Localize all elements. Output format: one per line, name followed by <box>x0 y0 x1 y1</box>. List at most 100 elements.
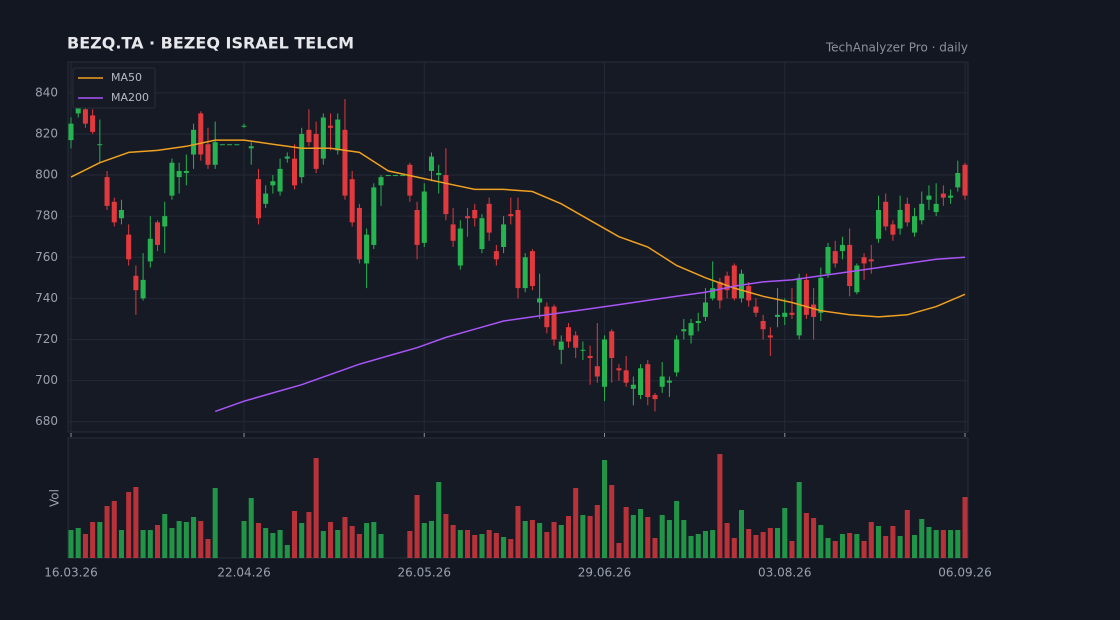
volume-bar <box>212 488 218 558</box>
candle-body <box>313 133 319 169</box>
chart-title: BEZQ.TA · BEZEQ ISRAEL TELCM <box>67 34 354 53</box>
volume-bar <box>191 517 197 558</box>
volume-bar <box>421 523 427 558</box>
volume-bar <box>587 516 593 558</box>
volume-bar <box>767 528 773 558</box>
candle-body <box>537 298 543 303</box>
volume-bar <box>738 510 745 558</box>
volume-bar <box>183 522 189 558</box>
volume-bar <box>580 515 586 558</box>
volume-bar <box>162 514 168 558</box>
candle-body <box>198 113 204 155</box>
candle-body <box>457 228 463 266</box>
volume-bar <box>284 545 290 558</box>
volume-bar <box>378 534 384 558</box>
volume-bar <box>623 507 629 558</box>
volume-bar <box>299 523 305 558</box>
candle-body <box>609 331 615 358</box>
candle-body <box>118 210 124 219</box>
y-tick-label: 800 <box>35 168 58 182</box>
volume-bar <box>472 535 478 558</box>
x-tick-label: 22.04.26 <box>217 566 270 580</box>
volume-bar <box>724 523 730 558</box>
volume-bar <box>868 522 874 558</box>
volume-bar <box>616 543 622 558</box>
candle-body <box>674 339 680 373</box>
volume-bar <box>205 539 211 558</box>
volume-bar <box>962 497 968 558</box>
volume-bar <box>904 510 910 558</box>
candle-body <box>90 115 96 132</box>
candle-body <box>890 224 896 235</box>
volume-bar <box>825 538 831 558</box>
volume-bar <box>154 525 161 558</box>
candle-body <box>912 216 918 233</box>
candle-body <box>875 210 882 239</box>
volume-bar <box>436 482 442 558</box>
candle-body <box>638 368 644 395</box>
volume-bar <box>861 541 867 558</box>
candle-body <box>291 158 298 186</box>
candle-body <box>724 275 730 291</box>
candle-body <box>839 244 845 252</box>
candle-body <box>349 179 355 223</box>
candle-body <box>176 170 182 178</box>
candle-body <box>558 341 564 350</box>
volume-bar <box>609 485 615 558</box>
volume-bar <box>515 506 521 558</box>
volume-bar <box>169 528 175 558</box>
volume-bar <box>277 530 283 558</box>
candle-body <box>601 339 608 387</box>
volume-bar <box>782 508 788 558</box>
candle-body <box>962 164 968 196</box>
candle-body <box>306 129 312 143</box>
candle-body <box>320 117 326 159</box>
candle-body <box>68 123 74 141</box>
volume-bar <box>666 520 672 558</box>
candle-body <box>270 181 276 186</box>
candle-body <box>904 203 910 223</box>
candle-body <box>789 312 795 315</box>
volume-bar <box>465 530 471 558</box>
volume-bar <box>407 531 413 558</box>
candle-body <box>746 286 752 301</box>
candle-body <box>926 195 932 200</box>
candle-body <box>847 244 853 287</box>
volume-bar <box>501 537 507 558</box>
volume-bar <box>291 511 298 558</box>
candle-body <box>760 321 766 330</box>
volume-bar <box>760 532 766 558</box>
volume-bar <box>818 525 824 558</box>
volume-bar <box>364 523 370 558</box>
candle-body <box>472 210 478 219</box>
volume-bar <box>75 528 81 558</box>
candle-body <box>183 170 189 173</box>
volume-bar <box>68 530 74 558</box>
candle-body <box>594 366 600 377</box>
y-tick-label: 780 <box>35 209 58 223</box>
volume-bar <box>356 534 362 558</box>
candle-body <box>551 306 557 340</box>
chart-subtitle: TechAnalyzer Pro · daily <box>825 41 968 55</box>
candle-body <box>356 207 362 260</box>
volume-bar <box>652 538 658 558</box>
volume-bar <box>537 523 543 558</box>
volume-bar <box>912 535 918 558</box>
volume-bar <box>601 460 608 558</box>
volume-bar <box>493 533 499 558</box>
candle-body <box>883 201 889 227</box>
x-tick-label: 26.05.26 <box>398 566 451 580</box>
candle-body <box>818 277 824 313</box>
candle-body <box>940 193 946 198</box>
ma-line <box>214 256 966 413</box>
candle-body <box>955 173 961 188</box>
volume-bar <box>940 530 946 558</box>
volume-bar <box>796 482 802 558</box>
candle-body <box>162 216 168 227</box>
candle-body <box>169 162 175 196</box>
volume-bar <box>104 506 110 558</box>
x-tick-label: 06.09.26 <box>938 566 991 580</box>
volume-bar <box>457 530 463 558</box>
volume-axis-label: Vol <box>48 489 62 507</box>
